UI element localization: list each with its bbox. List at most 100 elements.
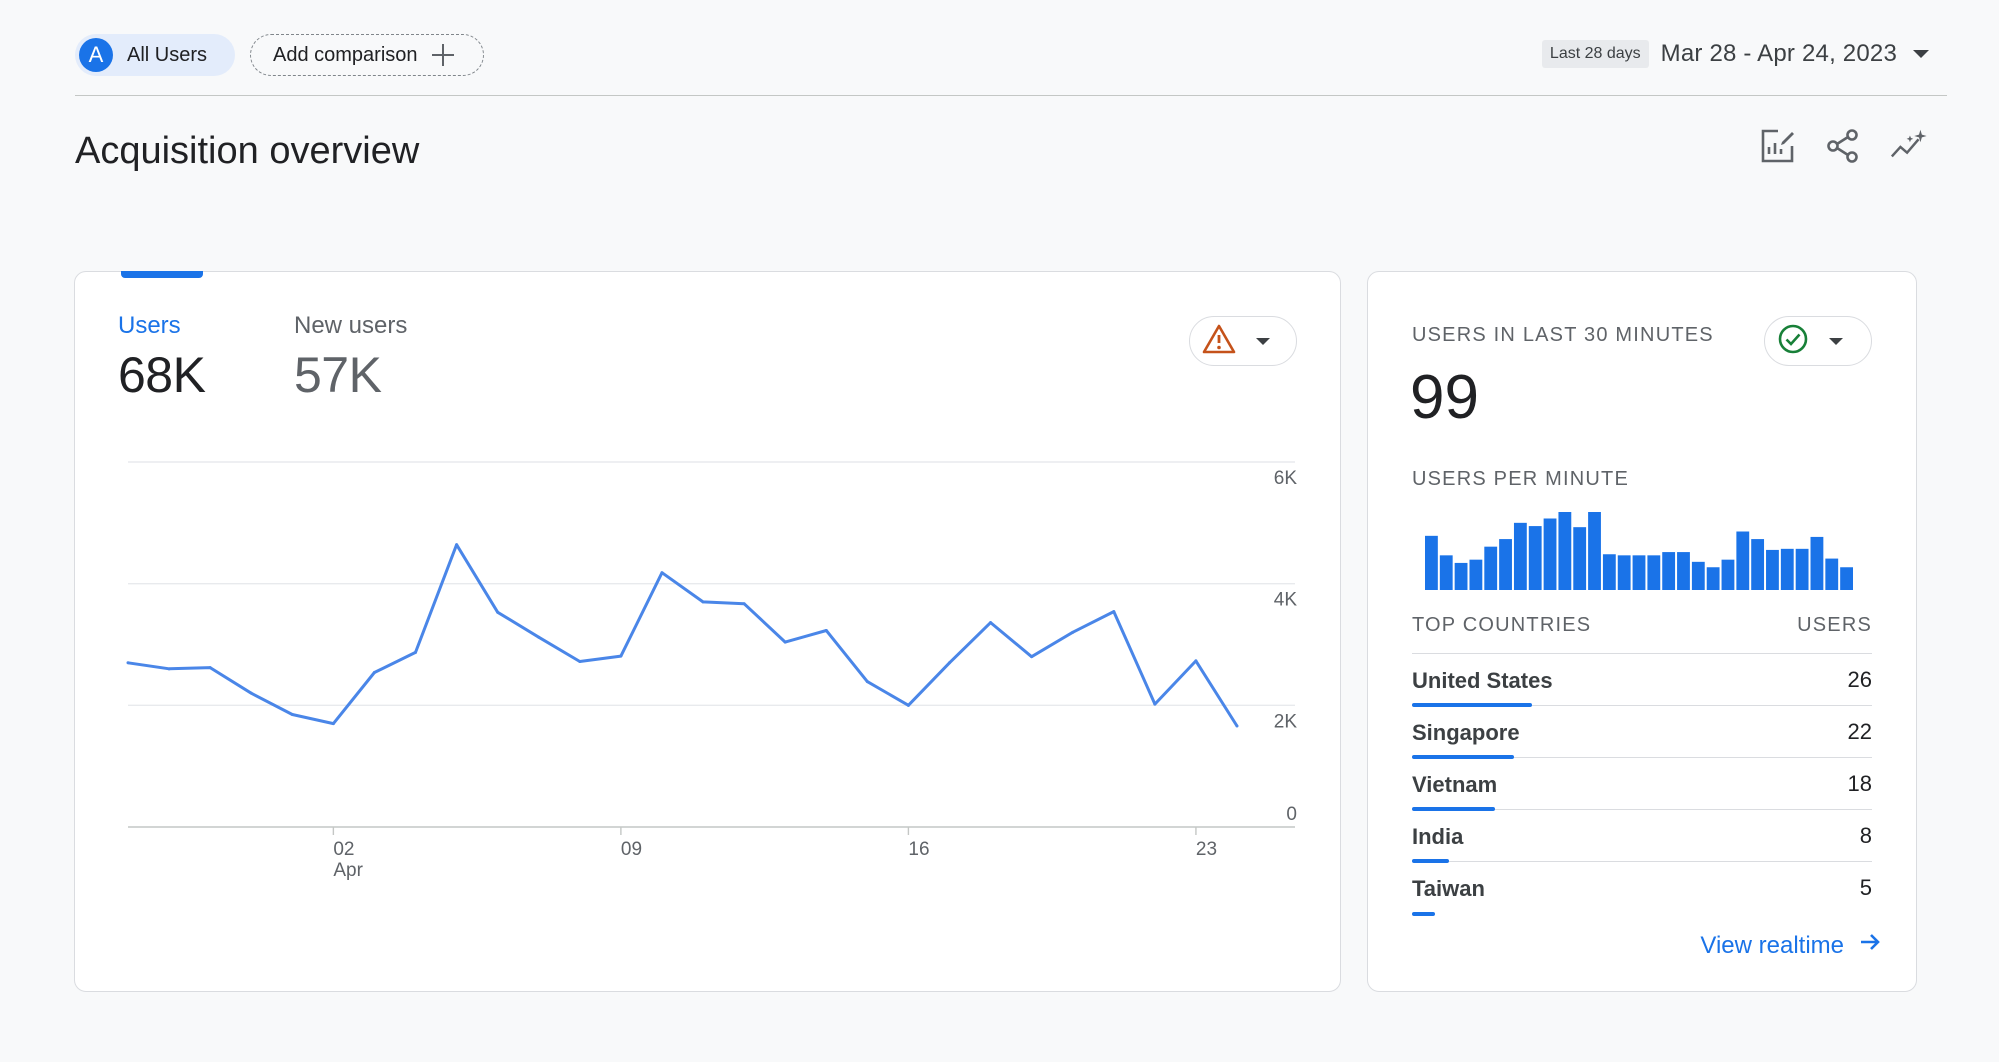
x-tick-label: 09 xyxy=(621,839,642,860)
data-point xyxy=(1030,655,1034,659)
per-minute-bar xyxy=(1439,555,1453,590)
per-minute-bar xyxy=(1840,567,1853,590)
view-realtime-label: View realtime xyxy=(1700,931,1844,959)
country-name: India xyxy=(1412,823,1464,849)
data-point xyxy=(496,610,500,614)
metric-tab-new-users[interactable]: New users 57K xyxy=(294,312,407,404)
country-row[interactable]: United States 26 xyxy=(1412,654,1872,707)
per-minute-bar xyxy=(1425,535,1438,590)
per-minute-bar xyxy=(1677,552,1690,590)
country-name: Taiwan xyxy=(1412,876,1485,901)
data-point xyxy=(824,629,828,633)
country-users: 26 xyxy=(1847,666,1872,692)
per-minute-bar xyxy=(1528,526,1542,590)
users-per-minute-chart xyxy=(1425,512,1853,590)
per-minute-bar xyxy=(1766,549,1779,590)
segment-label: All Users xyxy=(127,43,208,66)
data-point xyxy=(1153,702,1157,706)
data-point xyxy=(372,670,376,674)
country-row[interactable]: Taiwan 5 xyxy=(1412,862,1872,916)
data-point xyxy=(414,650,418,654)
insights-icon[interactable] xyxy=(1889,126,1929,166)
per-minute-bar xyxy=(1647,555,1661,590)
metric-label: Users xyxy=(118,312,181,339)
metric-value: 68K xyxy=(118,347,206,403)
x-tick-label: 02 xyxy=(333,839,354,860)
country-users: 8 xyxy=(1859,822,1872,848)
top-bar: A All Users Add comparison Last 28 days … xyxy=(75,32,1947,96)
data-point xyxy=(331,722,335,726)
date-range-preset: Last 28 days xyxy=(1541,40,1649,68)
realtime-status-dropdown[interactable] xyxy=(1764,316,1872,366)
per-minute-bar xyxy=(1499,539,1512,590)
per-minute-bar xyxy=(1588,512,1601,590)
per-minute-bar xyxy=(1691,561,1705,590)
per-minute-bar xyxy=(1736,531,1750,590)
country-row[interactable]: India 8 xyxy=(1412,810,1872,863)
add-comparison-button[interactable]: Add comparison xyxy=(250,34,484,76)
users-header-label: USERS xyxy=(1797,614,1872,636)
y-tick-label: 2K xyxy=(1274,711,1298,732)
per-minute-bar xyxy=(1617,555,1631,590)
metric-tab-users[interactable]: Users 68K xyxy=(118,312,206,404)
data-point xyxy=(290,712,294,716)
country-users: 22 xyxy=(1847,718,1872,744)
active-tab-indicator xyxy=(121,271,203,278)
chevron-down-icon xyxy=(1913,50,1929,58)
per-minute-bar xyxy=(1721,559,1735,590)
title-actions xyxy=(1757,126,1929,166)
data-point xyxy=(989,621,993,625)
top-countries-header: TOP COUNTRIES USERS xyxy=(1412,614,1872,654)
country-name: Singapore xyxy=(1412,719,1520,745)
add-comparison-label: Add comparison xyxy=(273,43,418,66)
data-point xyxy=(455,543,459,547)
country-share-bar xyxy=(1412,755,1514,759)
data-point xyxy=(1071,630,1075,634)
chevron-down-icon xyxy=(1829,337,1843,345)
segment-chip-all-users[interactable]: A All Users xyxy=(75,34,235,76)
acquisition-chart-card: Users 68K New users 57K 0 2K 4K 6K 02 Apr 09 16… xyxy=(74,271,1341,992)
per-minute-bar xyxy=(1662,552,1676,590)
top-countries-table: TOP COUNTRIES USERS United States 26 Sin… xyxy=(1412,614,1872,916)
country-share-bar xyxy=(1412,703,1532,707)
view-realtime-link[interactable]: View realtime xyxy=(1700,930,1882,961)
customize-report-icon[interactable] xyxy=(1757,126,1797,166)
data-point xyxy=(1194,659,1198,663)
data-point xyxy=(1235,724,1239,728)
data-point xyxy=(660,571,664,575)
data-point xyxy=(783,640,787,644)
data-point xyxy=(167,667,171,671)
data-quality-dropdown[interactable] xyxy=(1189,316,1297,366)
data-point xyxy=(126,661,130,665)
per-minute-bar xyxy=(1469,559,1483,590)
top-countries-header-label: TOP COUNTRIES xyxy=(1412,614,1592,636)
per-minute-bar xyxy=(1573,527,1587,590)
date-range-picker[interactable]: Last 28 days Mar 28 - Apr 24, 2023 xyxy=(1541,40,1929,68)
per-minute-bar xyxy=(1558,512,1572,590)
per-minute-bar xyxy=(1751,539,1765,590)
data-point xyxy=(249,691,253,695)
per-minute-bar xyxy=(1825,558,1839,590)
per-minute-bar xyxy=(1706,567,1720,590)
users-per-minute-label: USERS PER MINUTE xyxy=(1412,468,1630,490)
plus-icon xyxy=(431,44,454,66)
data-point xyxy=(619,654,623,658)
country-row[interactable]: Vietnam 18 xyxy=(1412,758,1872,811)
y-tick-label: 0 xyxy=(1286,804,1297,825)
per-minute-bar xyxy=(1454,562,1468,590)
per-minute-bar xyxy=(1780,548,1794,590)
arrow-right-icon xyxy=(1858,930,1882,961)
page-title: Acquisition overview xyxy=(75,130,420,172)
per-minute-bar xyxy=(1602,554,1616,590)
data-point xyxy=(947,661,951,665)
segment-avatar: A xyxy=(79,38,113,72)
country-share-bar xyxy=(1412,859,1449,863)
realtime-title: USERS IN LAST 30 MINUTES xyxy=(1412,324,1714,346)
data-point xyxy=(1112,610,1116,614)
per-minute-bar xyxy=(1795,548,1809,590)
country-row[interactable]: Singapore 22 xyxy=(1412,706,1872,759)
warning-icon xyxy=(1202,324,1236,359)
share-icon[interactable] xyxy=(1823,126,1863,166)
per-minute-bar xyxy=(1484,546,1498,590)
